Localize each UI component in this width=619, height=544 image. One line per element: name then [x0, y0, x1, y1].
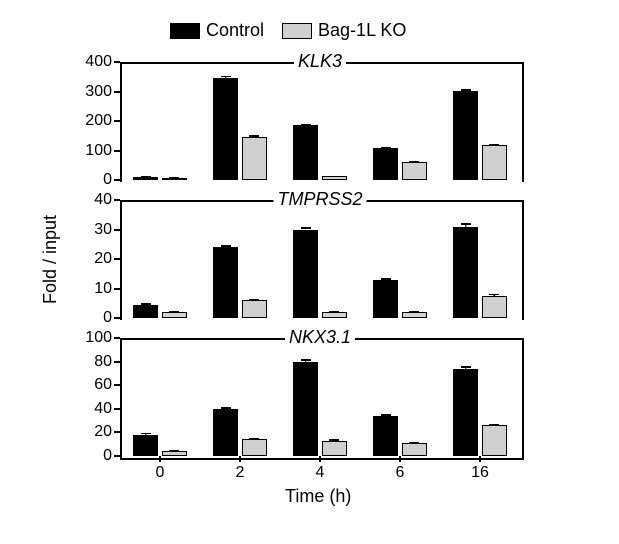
bar	[373, 148, 399, 180]
xtick-label: 2	[236, 464, 245, 482]
bar	[402, 162, 428, 180]
ytick-label: 200	[72, 112, 112, 130]
figure: ControlBag-1L KOKLK30100200300400TMPRSS2…	[0, 0, 619, 544]
ytick-mark	[114, 199, 120, 201]
ytick-label: 60	[72, 376, 112, 394]
ytick-mark	[114, 361, 120, 363]
legend: Control Bag-1L KO	[170, 20, 406, 41]
ytick-mark	[114, 455, 120, 457]
bar	[213, 247, 239, 318]
xtick-mark	[399, 456, 401, 462]
ytick-label: 400	[72, 53, 112, 71]
ytick-label: 10	[72, 280, 112, 298]
ytick-mark	[114, 179, 120, 181]
bar	[213, 409, 239, 456]
xtick-mark	[239, 456, 241, 462]
xtick-label: 0	[156, 464, 165, 482]
xtick-mark	[319, 456, 321, 462]
bar	[242, 137, 268, 180]
bar	[162, 451, 188, 456]
bar	[242, 439, 268, 456]
ytick-mark	[114, 408, 120, 410]
ytick-label: 100	[72, 329, 112, 347]
ytick-label: 0	[72, 309, 112, 327]
ytick-mark	[114, 288, 120, 290]
panel-title: TMPRSS2	[273, 189, 366, 210]
xtick-label: 16	[471, 464, 489, 482]
legend-item: Control	[170, 20, 264, 41]
ytick-mark	[114, 91, 120, 93]
ytick-mark	[114, 150, 120, 152]
bar	[453, 91, 479, 180]
bar	[453, 227, 479, 318]
x-axis-label: Time (h)	[285, 486, 351, 507]
ytick-label: 100	[72, 142, 112, 160]
ytick-label: 80	[72, 353, 112, 371]
xtick-label: 4	[316, 464, 325, 482]
bar	[242, 300, 268, 318]
ytick-mark	[114, 384, 120, 386]
ytick-mark	[114, 337, 120, 339]
ytick-label: 40	[72, 191, 112, 209]
xtick-label: 6	[396, 464, 405, 482]
bar	[482, 145, 508, 180]
legend-label: Bag-1L KO	[318, 20, 406, 41]
bar	[482, 296, 508, 318]
ytick-mark	[114, 120, 120, 122]
ytick-label: 0	[72, 171, 112, 189]
bar	[373, 280, 399, 318]
bar	[322, 441, 348, 456]
ytick-mark	[114, 258, 120, 260]
y-axis-label: Fold / input	[40, 215, 61, 304]
bar	[373, 416, 399, 456]
ytick-mark	[114, 61, 120, 63]
bar	[402, 443, 428, 456]
legend-label: Control	[206, 20, 264, 41]
bar	[133, 305, 159, 318]
ytick-label: 300	[72, 83, 112, 101]
ytick-label: 20	[72, 250, 112, 268]
bar	[293, 230, 319, 319]
bar	[482, 425, 508, 456]
panel-title: KLK3	[294, 51, 346, 72]
ytick-mark	[114, 317, 120, 319]
bar	[133, 177, 159, 180]
ytick-label: 20	[72, 423, 112, 441]
ytick-mark	[114, 431, 120, 433]
bar	[293, 125, 319, 180]
ytick-label: 40	[72, 400, 112, 418]
bar	[322, 312, 348, 318]
bar	[213, 78, 239, 180]
bar	[293, 362, 319, 456]
bar	[162, 312, 188, 318]
xtick-mark	[479, 456, 481, 462]
bar	[322, 176, 348, 180]
ytick-label: 0	[72, 447, 112, 465]
panel-title: NKX3.1	[285, 327, 355, 348]
legend-swatch	[170, 23, 200, 39]
ytick-mark	[114, 229, 120, 231]
bar	[453, 369, 479, 456]
bar	[162, 178, 188, 180]
legend-swatch	[282, 23, 312, 39]
ytick-label: 30	[72, 221, 112, 239]
legend-item: Bag-1L KO	[282, 20, 406, 41]
xtick-mark	[159, 456, 161, 462]
bar	[133, 435, 159, 456]
bar	[402, 312, 428, 318]
